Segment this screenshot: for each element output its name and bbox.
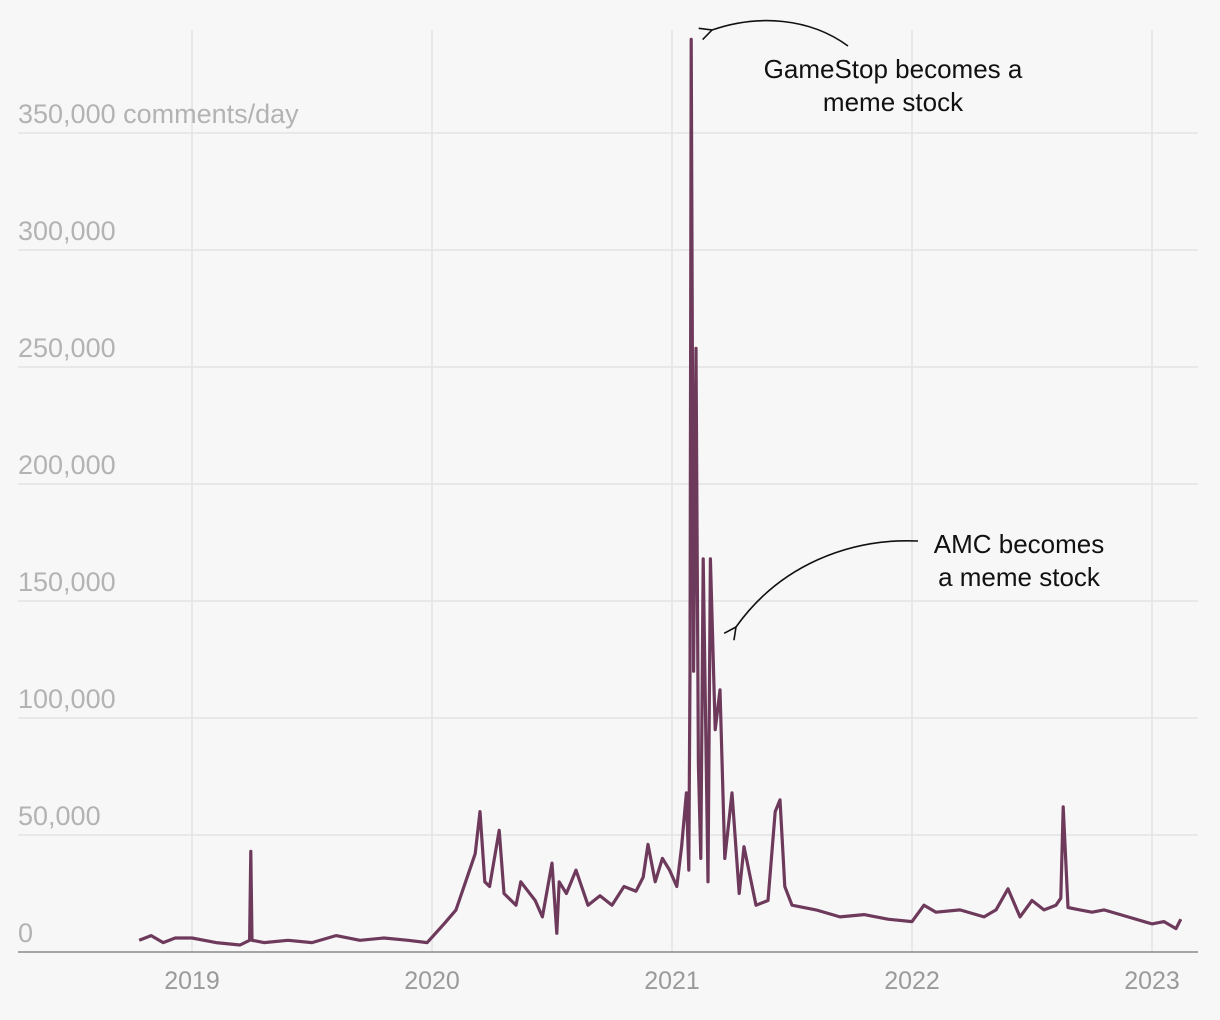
x-axis-labels: 2019 2020 2021 2022 2023 — [164, 967, 1180, 995]
x-tick-label: 2020 — [404, 967, 460, 995]
x-tick-label: 2023 — [1124, 967, 1180, 995]
x-tick-label: 2019 — [164, 967, 220, 995]
y-tick-label: 200,000 — [18, 450, 116, 480]
gamestop-annotation-text: meme stock — [823, 87, 964, 117]
y-tick-label: 100,000 — [18, 684, 116, 714]
series-layer — [138, 37, 1183, 947]
y-tick-label: 300,000 — [18, 216, 116, 246]
gamestop-annotation-arrow — [712, 19, 849, 47]
y-tick-label: 50,000 — [18, 801, 101, 831]
gridlines — [18, 30, 1198, 952]
amc-annotation-text: a meme stock — [938, 562, 1101, 592]
amc-annotation-text: AMC becomes — [934, 529, 1105, 559]
y-tick-label: 0 — [18, 918, 33, 948]
y-tick-label: 350,000 comments/day — [18, 99, 299, 129]
gamestop-annotation-text: GameStop becomes a — [764, 54, 1023, 84]
x-tick-label: 2021 — [644, 967, 700, 995]
series-line — [138, 37, 1183, 947]
y-tick-label: 250,000 — [18, 333, 116, 363]
amc-annotation-arrow — [736, 540, 919, 627]
y-tick-label: 150,000 — [18, 567, 116, 597]
x-tick-label: 2022 — [884, 967, 940, 995]
y-axis-labels: 0 50,000 100,000 150,000 200,000 250,000 300,0… — [18, 99, 299, 948]
